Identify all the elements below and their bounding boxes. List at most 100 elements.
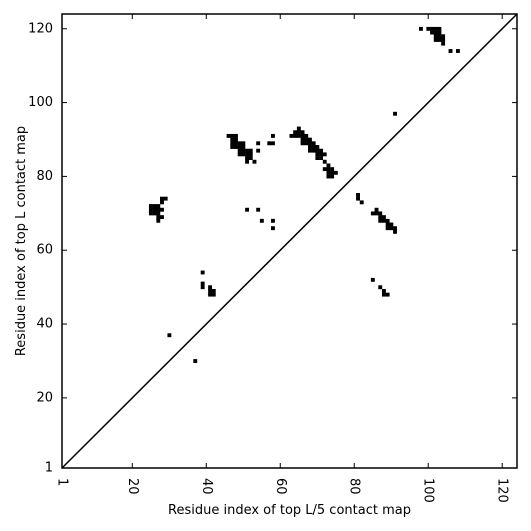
plot-frame [61,13,518,469]
contact-point [296,133,301,138]
contact-point [374,207,379,212]
contact-point [326,174,331,179]
contact-point [296,126,301,131]
contact-point [307,137,312,142]
x-tick-label: 20 [125,478,140,495]
contact-point [378,211,383,216]
contact-point [315,152,320,157]
x-tick-label: 40 [199,478,214,495]
contact-point [208,292,213,297]
contact-point [370,277,375,282]
contact-point [381,215,386,220]
contact-point [234,141,238,146]
contact-point [311,148,316,153]
contact-point [441,41,446,46]
contact-point [307,141,312,146]
contact-point [245,156,250,160]
contact-point [230,141,235,146]
contact-point [393,229,397,234]
contact-point [311,141,316,146]
contact-point [455,49,460,53]
x-tick-label: 80 [347,478,362,495]
contact-point [430,26,434,31]
contact-point [256,207,261,212]
contact-point [322,152,327,157]
contact-point [381,218,386,223]
contact-point [311,145,316,149]
y-tick-label: 120 [28,21,53,36]
contact-point [234,137,238,142]
contact-point [245,148,250,153]
contact-point [156,207,161,212]
contact-point [319,148,323,153]
contact-point [433,34,438,39]
contact-point [230,133,235,138]
contact-point [156,204,161,208]
contact-point [148,211,153,216]
contact-point [200,270,205,275]
contact-point [433,30,438,35]
contact-point [374,211,379,216]
contact-point [293,130,298,135]
contact-point [167,333,172,338]
contact-point [248,156,253,160]
contact-point [237,152,242,157]
contact-point [356,193,360,197]
contact-point [234,133,238,138]
contact-point [160,215,164,220]
contact-point [359,200,364,205]
contact-point [393,111,397,116]
contact-point [437,34,442,39]
contact-point [307,145,312,149]
contact-point [315,145,320,149]
y-axis-title: Residue index of top L contact map [14,126,29,356]
contact-point [381,292,386,297]
contact-point [326,170,331,175]
contact-point [259,218,264,223]
x-axis-title: Residue index of top L/5 contact map [168,503,411,518]
contact-point [237,141,242,146]
contact-point [370,211,375,216]
contact-point [245,152,250,157]
x-tick-label: 1 [55,478,70,486]
contact-point [322,159,327,164]
diagonal-line [61,13,518,469]
contact-point [296,130,301,135]
contact-point [148,204,153,208]
contact-point [230,137,235,142]
y-tick-label: 80 [36,169,53,184]
contact-point [152,207,157,212]
contact-point [160,200,164,205]
contact-point [156,218,161,223]
y-tick-label: 100 [28,95,53,110]
contact-point [433,26,438,31]
contact-point [160,207,164,212]
contact-point [241,141,246,146]
contact-point [385,226,390,231]
contact-point [237,148,242,153]
contact-point [437,26,442,31]
y-tick-label: 60 [36,243,53,258]
contact-point [241,152,246,157]
contact-point [208,288,213,293]
x-tick-label: 120 [495,478,510,503]
contact-point [211,288,216,293]
contact-point [193,359,198,364]
x-tick-label: 60 [273,478,288,495]
contact-point [448,49,453,53]
contact-point [152,211,157,216]
contact-point [271,133,275,138]
contact-point [300,141,305,146]
contact-point [433,37,438,42]
contact-point [230,145,235,149]
contact-point [148,207,153,212]
contact-point [256,148,261,153]
contact-point [245,207,250,212]
contact-point [252,159,257,164]
contact-point [245,159,250,164]
contact-point [389,222,394,227]
contact-point [441,34,446,39]
contact-point [385,218,390,223]
